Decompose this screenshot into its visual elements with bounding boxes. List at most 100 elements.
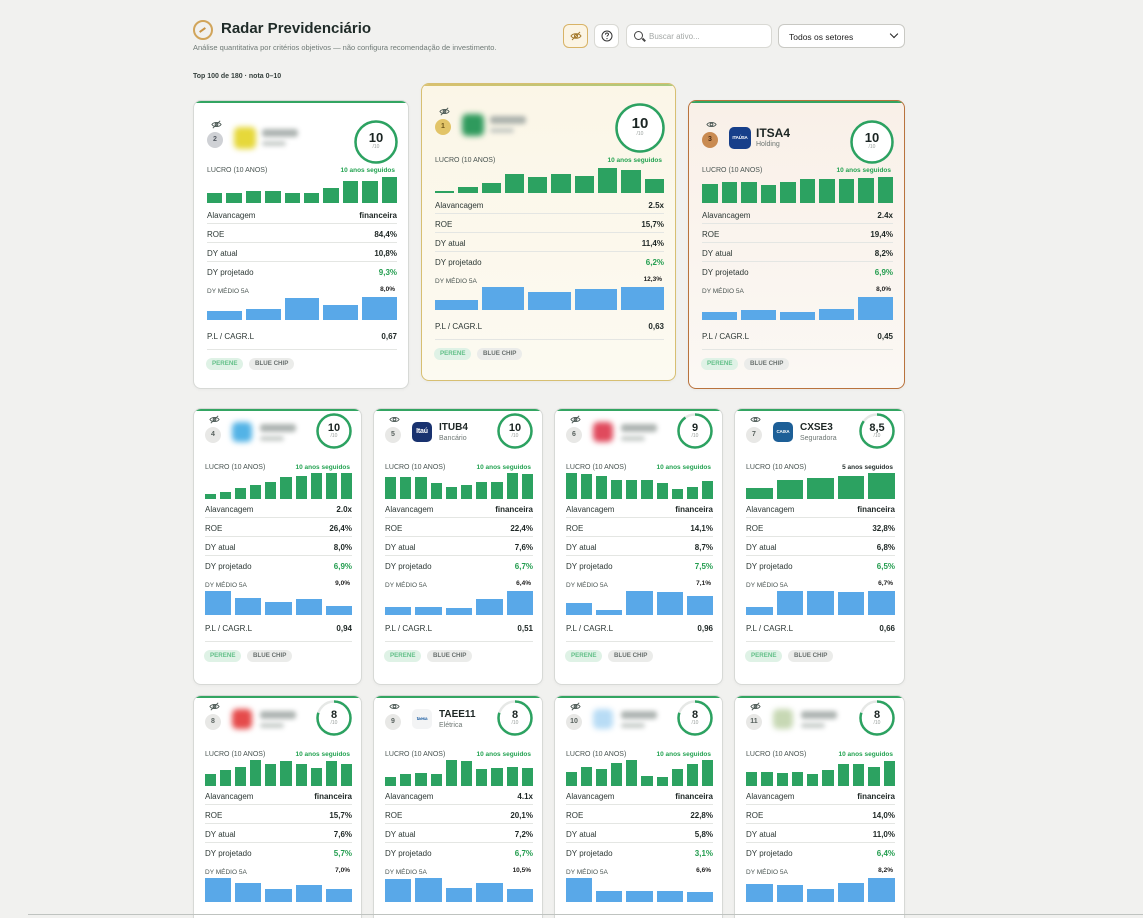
streak-label: 10 anos seguidos xyxy=(476,751,531,758)
metric-alavancagem: Alavancagem financeira xyxy=(205,792,352,806)
eye-off-icon[interactable] xyxy=(209,701,220,714)
score-number: 10 xyxy=(508,421,522,434)
metric-value: 6,9% xyxy=(874,268,893,277)
dy-medio-max: 8,2% xyxy=(878,867,893,874)
metric-roe: ROE 26,4% xyxy=(205,524,352,538)
metric-divider xyxy=(435,251,664,252)
lucro-label: LUCRO (10 ANOS) xyxy=(566,464,627,471)
metric-alavancagem: Alavancagem financeira xyxy=(385,505,533,519)
search-box[interactable] xyxy=(626,24,772,48)
metric-value: 10,8% xyxy=(374,249,397,258)
stock-card-6[interactable]: 6 9/10 LUCRO (10 ANOS) 10 anos seguidos Alav… xyxy=(554,408,723,685)
eye-icon[interactable] xyxy=(389,414,400,427)
dy-medio-max: 10,5% xyxy=(512,867,531,874)
search-input[interactable] xyxy=(649,28,767,44)
dy-medio-bar xyxy=(385,606,412,615)
score-ring xyxy=(677,413,713,449)
lucro-bar xyxy=(883,761,895,786)
lucro-bar xyxy=(504,173,525,193)
lucro-bar xyxy=(385,776,397,786)
metric-value: 7,5% xyxy=(694,562,713,571)
lucro-label: LUCRO (10 ANOS) xyxy=(746,751,807,758)
lucro-bar xyxy=(362,180,378,203)
eye-off-icon[interactable] xyxy=(439,106,450,119)
metric-label: Alavancagem xyxy=(746,505,795,514)
metric-roe: ROE 32,8% xyxy=(746,524,895,538)
stock-card-11[interactable]: 11 8/10 LUCRO (10 ANOS) 10 anos seguidos Ala… xyxy=(734,695,905,918)
tag-perene: PERENE xyxy=(206,358,244,370)
dy-medio-max: 6,6% xyxy=(696,867,711,874)
eye-icon[interactable] xyxy=(750,414,761,427)
lucro-bar xyxy=(476,482,488,499)
score-ring-progress xyxy=(497,700,533,736)
metric-label: DY atual xyxy=(207,249,238,258)
score-denominator: /10 xyxy=(511,432,519,439)
lucro-bar xyxy=(686,487,698,499)
eye-icon[interactable] xyxy=(706,119,717,132)
score-ring-progress xyxy=(677,413,713,449)
metric-dy-projetado: DY projetado 5,7% xyxy=(205,849,352,863)
metric-label: Alavancagem xyxy=(205,505,254,514)
metric-label: DY atual xyxy=(746,830,777,839)
eye-icon[interactable] xyxy=(389,701,400,714)
metric-dy-atual: DY atual 10,8% xyxy=(207,249,397,263)
stock-card-4[interactable]: 4 10/10 LUCRO (10 ANOS) 10 anos seguidos Ala… xyxy=(193,408,362,685)
metric-value: 7,6% xyxy=(514,543,533,552)
metric-value: 6,5% xyxy=(876,562,895,571)
page-subtitle: Análise quantitativa por critérios objet… xyxy=(193,43,497,52)
stock-card-10[interactable]: 10 8/10 LUCRO (10 ANOS) 10 anos seguidos Ala… xyxy=(554,695,723,918)
dy-medio-chart xyxy=(566,878,714,902)
metric-label: Alavancagem xyxy=(566,792,615,801)
score-value: 8/10 xyxy=(315,699,353,737)
metric-value: 6,8% xyxy=(876,543,895,552)
dy-medio-chart xyxy=(385,878,534,902)
dy-medio-bar xyxy=(596,891,623,902)
eye-off-icon[interactable] xyxy=(209,414,220,427)
eye-off-icon[interactable] xyxy=(570,414,581,427)
rank-badge: 10 xyxy=(566,714,582,730)
stock-card-1[interactable]: 1 10/10 LUCRO (10 ANOS) 10 anos seguidos Ala… xyxy=(421,83,676,381)
metric-value: 6,4% xyxy=(876,849,895,858)
score-ring xyxy=(677,700,713,736)
metric-label: DY projetado xyxy=(435,258,482,267)
metric-divider xyxy=(702,242,893,243)
stock-card-5[interactable]: 5 Itaú ITUB4 Bancário 10/10 LUCRO (10 ANOS) 10… xyxy=(373,408,543,685)
toggle-hidden-button[interactable] xyxy=(563,24,588,48)
lucro-bar xyxy=(235,488,247,499)
lucro-bar xyxy=(819,179,835,203)
stock-card-8[interactable]: 8 8/10 LUCRO (10 ANOS) 10 anos seguidos Alav… xyxy=(193,695,362,918)
score-ring-progress xyxy=(850,120,894,164)
stock-card-7[interactable]: 7 CAIXA CXSE3 Seguradora 8,5/10 LUCRO (10 ANO… xyxy=(734,408,905,685)
lucro-bar xyxy=(506,766,518,786)
stock-card-9[interactable]: 9 taesa TAEE11 Elétrica 8/10 LUCRO (10 ANOS) 1… xyxy=(373,695,543,918)
rank-badge: 3 xyxy=(702,132,718,148)
lucro-bar xyxy=(304,192,320,203)
lucro-bar xyxy=(701,760,713,786)
score-value: 10/10 xyxy=(614,102,666,154)
dy-medio-chart xyxy=(385,591,534,615)
metric-divider xyxy=(746,842,895,843)
lucro-bar xyxy=(458,187,478,193)
dy-medio-label: DY MÉDIO 5A xyxy=(746,582,788,589)
metric-label: ROE xyxy=(385,524,403,533)
metric-divider xyxy=(746,536,895,537)
rank-badge: 8 xyxy=(205,714,221,730)
eye-off-icon[interactable] xyxy=(570,701,581,714)
dy-medio-label: DY MÉDIO 5A xyxy=(566,582,608,589)
dy-medio-chart xyxy=(205,878,353,902)
metric-value: financeira xyxy=(495,505,533,514)
score-value: 8/10 xyxy=(496,699,534,737)
stock-card-3[interactable]: 3 ITAÚSA ITSA4 Holding 10/10 LUCRO (10 ANOS) 1… xyxy=(688,100,905,389)
lucro-bar xyxy=(581,474,593,499)
dy-medio-bar xyxy=(807,888,834,902)
dy-medio-chart xyxy=(435,287,664,310)
dy-medio-bar xyxy=(415,878,442,902)
score-number: 8 xyxy=(691,708,699,721)
eye-off-icon[interactable] xyxy=(750,701,761,714)
dy-medio-bar xyxy=(780,311,815,320)
score-number: 10 xyxy=(327,421,341,434)
sector-select[interactable]: Todos os setores xyxy=(778,24,905,48)
help-button[interactable] xyxy=(594,24,619,48)
eye-off-icon[interactable] xyxy=(211,119,222,132)
stock-card-2[interactable]: 2 10/10 LUCRO (10 ANOS) 10 anos seguidos Ala… xyxy=(193,100,409,389)
